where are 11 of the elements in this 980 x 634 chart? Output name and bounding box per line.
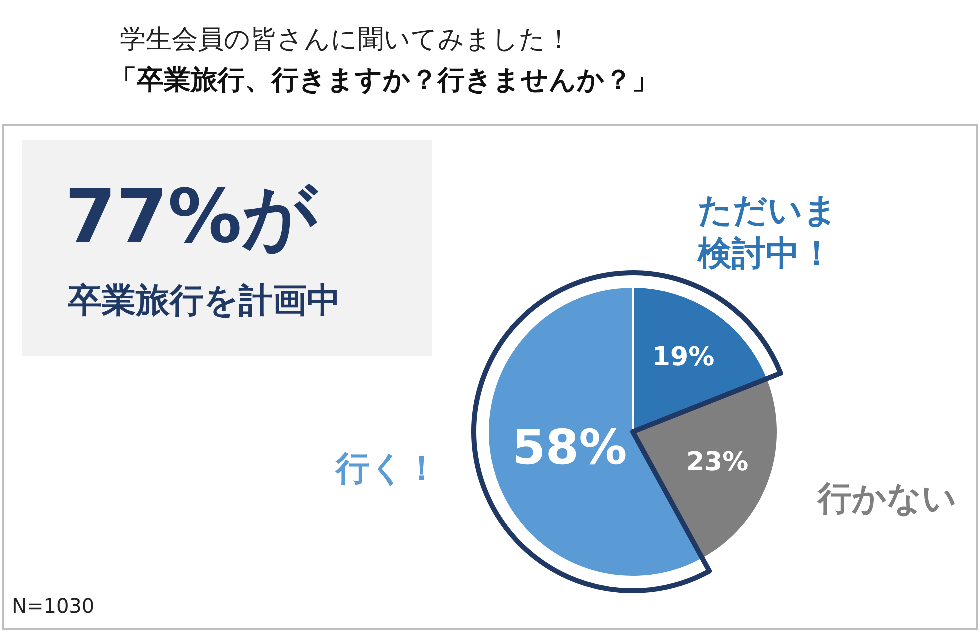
slice-label: 行く！ [336,448,440,490]
chart-subtitle: 「卒業旅行、行きますか？行きませんか？」 [110,64,659,98]
text: 卒業旅行を計画中 [68,280,341,323]
data-label: 19% [652,342,715,373]
slice-label: 行かない [818,478,958,520]
data-label: 23% [686,447,749,478]
chart-title: 学生会員の皆さんに聞いてみました！ [120,24,572,57]
data-label: 58% [512,420,628,476]
text: N=1030 [12,594,95,618]
text: 77%が [65,173,318,262]
slice-label: ただいま検討中！ [698,190,839,275]
